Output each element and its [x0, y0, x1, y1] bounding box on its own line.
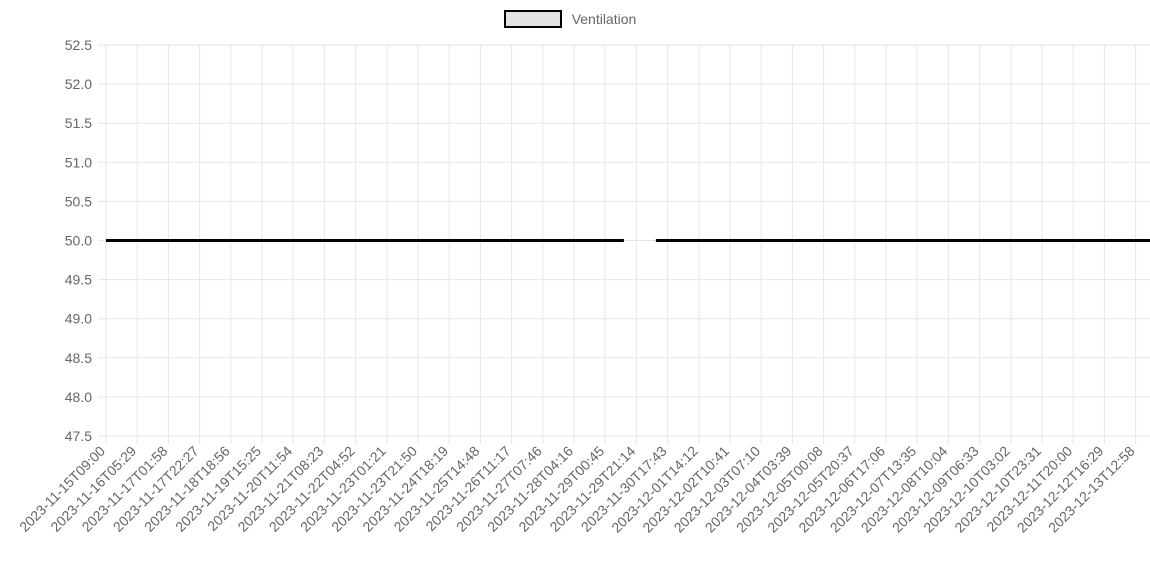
y-tick-label: 50.5 — [65, 193, 92, 209]
y-tick-label: 51.5 — [65, 115, 92, 131]
y-tick-label: 49.5 — [65, 272, 92, 288]
y-tick-label: 48.5 — [65, 350, 92, 366]
vertical-grid — [105, 45, 1137, 444]
y-tick-label: 52.5 — [65, 37, 92, 53]
y-axis-ticks: 52.5 52.0 51.5 51.0 50.5 50.0 49.5 49.0 48.5 48.0… — [65, 37, 92, 444]
y-tick-label: 47.5 — [65, 428, 92, 444]
chart-legend[interactable]: Ventilation — [0, 10, 1150, 28]
legend-swatch — [503, 10, 562, 28]
y-tick-label: 49.0 — [65, 311, 92, 327]
x-axis-ticks: 2023-11-15T09:002023-11-16T05:292023-11-… — [16, 443, 1138, 536]
y-tick-label: 52.0 — [65, 76, 92, 92]
legend-label: Ventilation — [571, 11, 637, 27]
horizontal-grid — [98, 44, 1150, 437]
y-tick-label: 48.0 — [65, 389, 92, 405]
y-tick-label: 50.0 — [65, 233, 92, 249]
y-tick-label: 51.0 — [65, 154, 92, 170]
